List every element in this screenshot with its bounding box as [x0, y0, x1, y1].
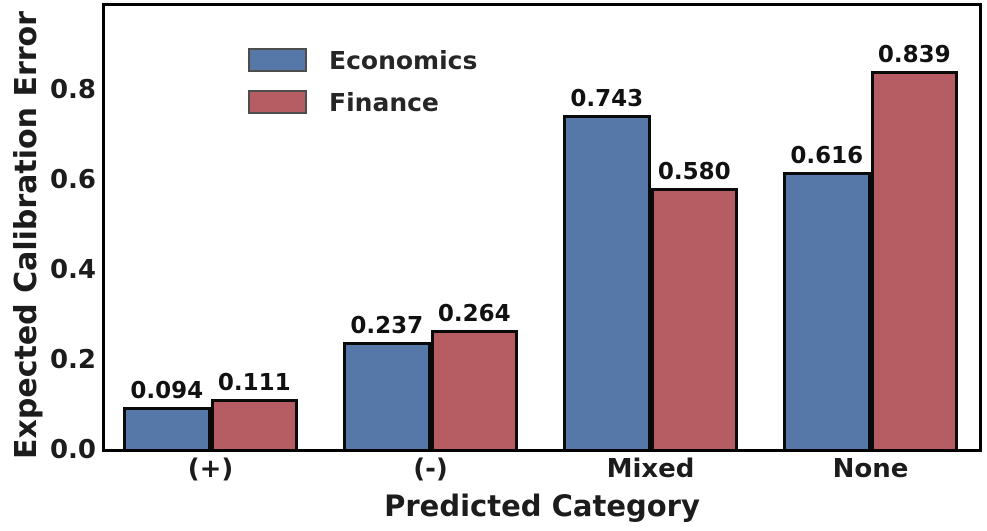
bar-value-label: 0.580	[657, 159, 731, 185]
bar-value-label: 0.264	[437, 301, 511, 328]
x-axis-label: Predicted Category	[384, 489, 700, 523]
bar-economics-None	[783, 171, 871, 449]
plot-area: Economics Finance 0.094 0.111 0.237 0.264 0.7…	[102, 3, 982, 452]
y-tick-label: 0.6	[49, 165, 96, 195]
x-tick-label-None: None	[832, 454, 909, 484]
bar-value-label: 0.094	[130, 377, 204, 404]
bar-value-label: 0.839	[877, 42, 951, 69]
bar-economics-(+)	[123, 406, 211, 449]
bar-finance-(-)	[430, 330, 518, 449]
bar-economics-Mixed	[563, 114, 651, 449]
bar-finance-Mixed	[650, 188, 738, 449]
legend-swatch-economics	[248, 48, 307, 72]
bar-economics-(-)	[343, 342, 431, 449]
y-axis-label: Expected Calibration Error	[9, 11, 44, 459]
bar-value-label: 0.237	[350, 313, 424, 340]
y-tick-label: 0.0	[49, 435, 96, 465]
legend-item-economics: Economics	[248, 39, 477, 81]
bar-value-label: 0.616	[790, 142, 864, 169]
x-tick-label-(-): (-)	[413, 454, 448, 484]
y-tick-label: 0.4	[49, 255, 96, 285]
y-tick-label: 0.2	[49, 345, 96, 375]
bar-value-label: 0.111	[217, 370, 291, 397]
legend: Economics Finance	[248, 39, 477, 123]
legend-swatch-finance	[248, 90, 307, 114]
y-tick-label: 0.8	[49, 75, 96, 105]
legend-item-finance: Finance	[248, 81, 477, 123]
bar-value-label: 0.743	[570, 85, 644, 112]
bar-finance-None	[870, 71, 958, 449]
x-tick-label-(+): (+)	[187, 454, 234, 484]
legend-label-economics: Economics	[329, 45, 478, 75]
bar-finance-(+)	[210, 399, 298, 449]
legend-label-finance: Finance	[329, 87, 439, 117]
x-tick-label-Mixed: Mixed	[606, 454, 695, 484]
